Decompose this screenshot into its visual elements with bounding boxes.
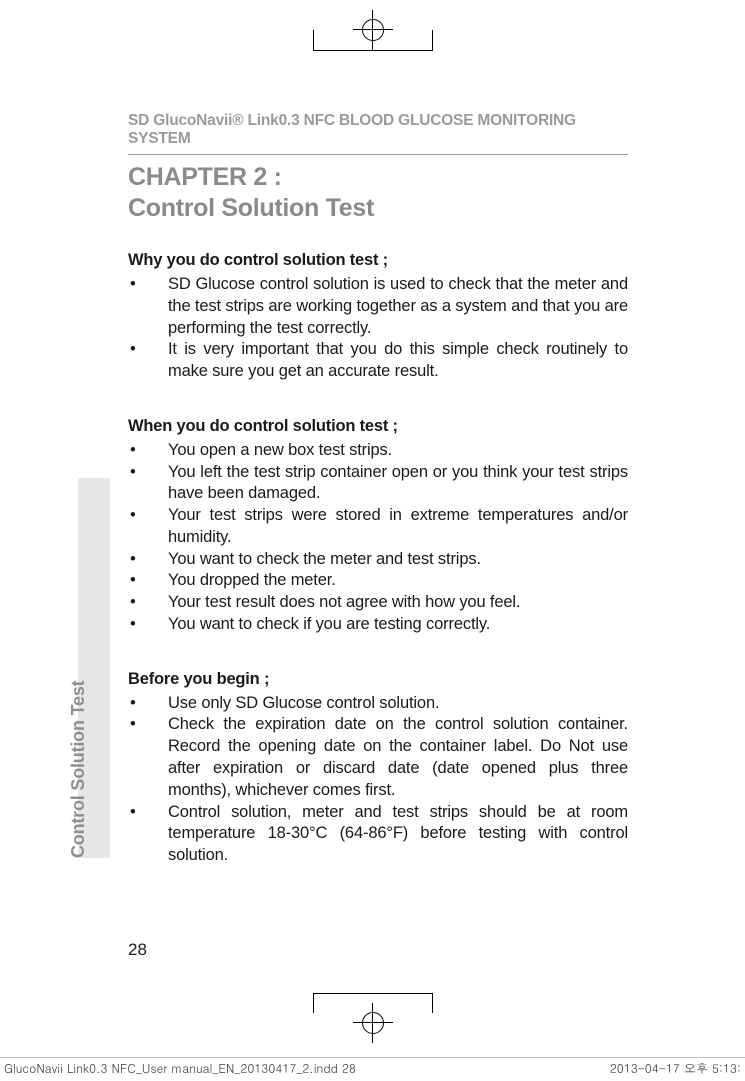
chapter-number: CHAPTER 2 : (128, 163, 628, 192)
list-item: You want to check the meter and test str… (128, 549, 628, 571)
page-number: 28 (128, 940, 147, 960)
print-registration-bottom (313, 993, 433, 1053)
list-item: It is very important that you do this si… (128, 339, 628, 383)
footer-file-slug: GlucoNavii Link0.3 NFC_User manual_EN_20… (4, 1060, 356, 1077)
list-item: Your test strips were stored in extreme … (128, 505, 628, 549)
list-item: You dropped the meter. (128, 570, 628, 592)
section-heading-when: When you do control solution test ; (128, 417, 628, 436)
side-tab-label: Control Solution Test (68, 681, 89, 858)
list-item: Control solution, meter and test strips … (128, 802, 628, 867)
running-header: SD GlucoNavii® Link0.3 NFC BLOOD GLUCOSE… (128, 112, 628, 155)
section-heading-why: Why you do control solution test ; (128, 251, 628, 270)
print-registration-top (313, 0, 433, 60)
list-item: Check the expiration date on the control… (128, 714, 628, 801)
section-heading-before: Before you begin ; (128, 670, 628, 689)
list-item: Use only SD Glucose control solution. (128, 693, 628, 715)
list-item: You want to check if you are testing cor… (128, 614, 628, 636)
page-content: SD GlucoNavii® Link0.3 NFC BLOOD GLUCOSE… (128, 112, 628, 867)
footer-timestamp: 2013-04-17 오후 5:13: (610, 1060, 741, 1077)
list-item: You left the test strip container open o… (128, 462, 628, 506)
list-item: SD Glucose control solution is used to c… (128, 274, 628, 339)
list-item: You open a new box test strips. (128, 440, 628, 462)
chapter-title: Control Solution Test (128, 194, 628, 223)
list-item: Your test result does not agree with how… (128, 592, 628, 614)
bullet-list-when: You open a new box test strips. You left… (128, 440, 628, 636)
bullet-list-why: SD Glucose control solution is used to c… (128, 274, 628, 383)
bullet-list-before: Use only SD Glucose control solution. Ch… (128, 693, 628, 867)
